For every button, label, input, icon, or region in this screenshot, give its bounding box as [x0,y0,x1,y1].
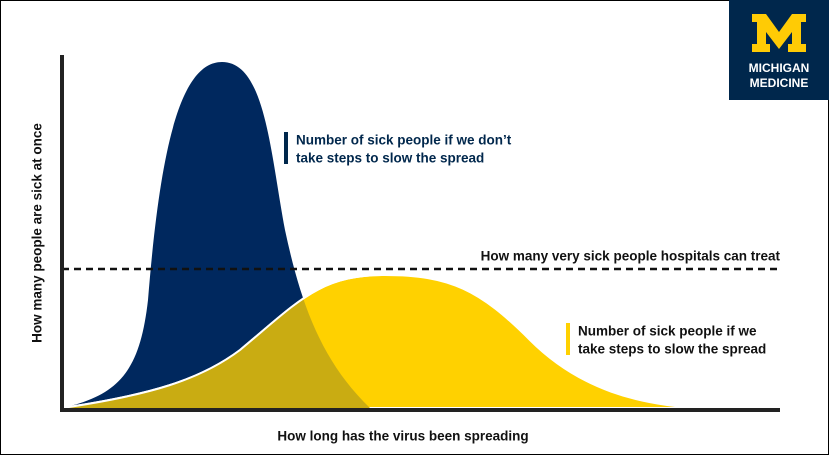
logo-mark [752,14,806,52]
annotation-bar [566,323,570,355]
capacity-label: How many very sick people hospitals can … [481,249,781,264]
mitigated-outline [61,274,386,409]
logo-text: MEDICINE [750,76,809,90]
overlap-area [62,275,370,408]
annotation-text: Number of sick people if we don’t [296,133,512,148]
annotation-text: take steps to slow the spread [578,342,766,357]
logo-text: MICHIGAN [749,61,810,75]
y-axis-label: How many people are sick at once [30,123,45,343]
x-axis-label: How long has the virus been spreading [277,429,528,444]
annotation-bar [284,132,288,164]
logo-background [729,0,829,100]
annotation-text: take steps to slow the spread [296,151,484,166]
logo: MICHIGAN MEDICINE [729,0,829,100]
annotation-text: Number of sick people if we [578,324,757,339]
